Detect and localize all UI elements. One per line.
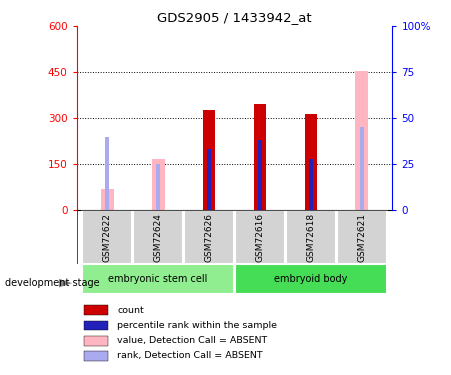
Bar [360, 128, 364, 210]
Bar [304, 114, 317, 210]
Text: embryonic stem cell: embryonic stem cell [108, 274, 208, 284]
Bar [235, 264, 387, 294]
Bar [207, 149, 211, 210]
Bar [235, 210, 285, 264]
Bar [152, 159, 165, 210]
Bar [309, 159, 313, 210]
Bar [106, 206, 109, 210]
Text: GSM72621: GSM72621 [357, 213, 366, 262]
Bar [258, 140, 262, 210]
Bar [184, 210, 234, 264]
Bar [133, 210, 184, 264]
Bar [84, 351, 108, 361]
Text: GSM72616: GSM72616 [255, 213, 264, 262]
Bar [101, 189, 114, 210]
Bar [82, 264, 234, 294]
Bar [156, 164, 160, 210]
Bar [156, 207, 160, 210]
Bar [202, 111, 216, 210]
Text: GSM72624: GSM72624 [154, 213, 163, 262]
Text: rank, Detection Call = ABSENT: rank, Detection Call = ABSENT [117, 351, 263, 360]
Bar [253, 104, 267, 210]
Polygon shape [59, 279, 72, 288]
Text: development stage: development stage [5, 278, 99, 288]
Text: GSM72618: GSM72618 [306, 213, 315, 262]
Bar [105, 136, 109, 210]
Bar [84, 321, 108, 330]
Bar [360, 207, 364, 210]
Bar [285, 210, 336, 264]
Text: embryoid body: embryoid body [274, 274, 348, 284]
Bar [336, 210, 387, 264]
Text: value, Detection Call = ABSENT: value, Detection Call = ABSENT [117, 336, 267, 345]
Bar [84, 305, 108, 315]
Text: count: count [117, 306, 144, 315]
Text: GSM72626: GSM72626 [205, 213, 214, 262]
Bar [84, 336, 108, 346]
Bar [82, 210, 133, 264]
Title: GDS2905 / 1433942_at: GDS2905 / 1433942_at [157, 11, 312, 24]
Text: GSM72622: GSM72622 [103, 213, 112, 262]
Bar [355, 70, 368, 210]
Text: percentile rank within the sample: percentile rank within the sample [117, 321, 277, 330]
